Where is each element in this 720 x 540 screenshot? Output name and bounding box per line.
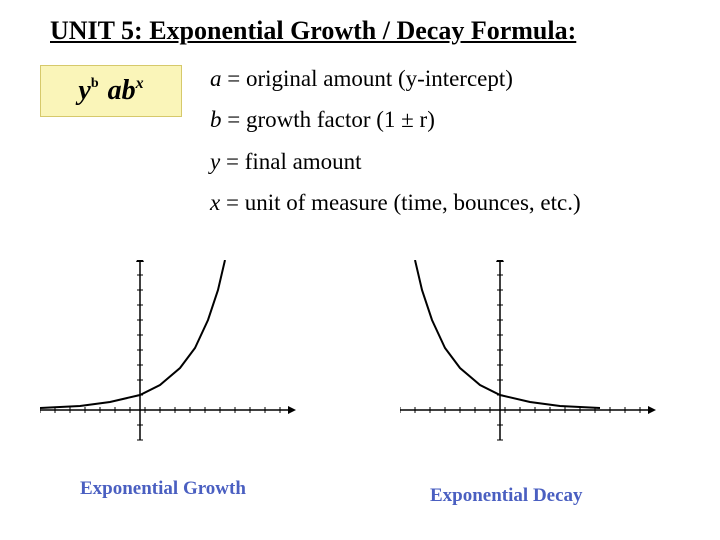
def-b: b = growth factor (1 ± r) xyxy=(210,99,581,140)
decay-label: Exponential Decay xyxy=(430,485,583,507)
growth-label: Exponential Growth xyxy=(80,478,246,500)
page-title: UNIT 5: Exponential Growth / Decay Formu… xyxy=(50,16,576,46)
decay-chart xyxy=(400,260,680,460)
def-a: a = original amount (y-intercept) xyxy=(210,58,581,99)
chart-area xyxy=(0,260,720,500)
formula-exp: x xyxy=(136,75,144,93)
formula-y: y xyxy=(78,75,90,107)
def-x: x = unit of measure (time, bounces, etc.… xyxy=(210,182,581,223)
formula-ab: ab xyxy=(108,75,136,107)
definitions-list: a = original amount (y-intercept) b = gr… xyxy=(210,58,581,224)
def-y: y = final amount xyxy=(210,141,581,182)
formula-box: y b ab x xyxy=(40,65,182,117)
formula-eq: b xyxy=(91,76,99,92)
growth-chart xyxy=(40,260,320,460)
